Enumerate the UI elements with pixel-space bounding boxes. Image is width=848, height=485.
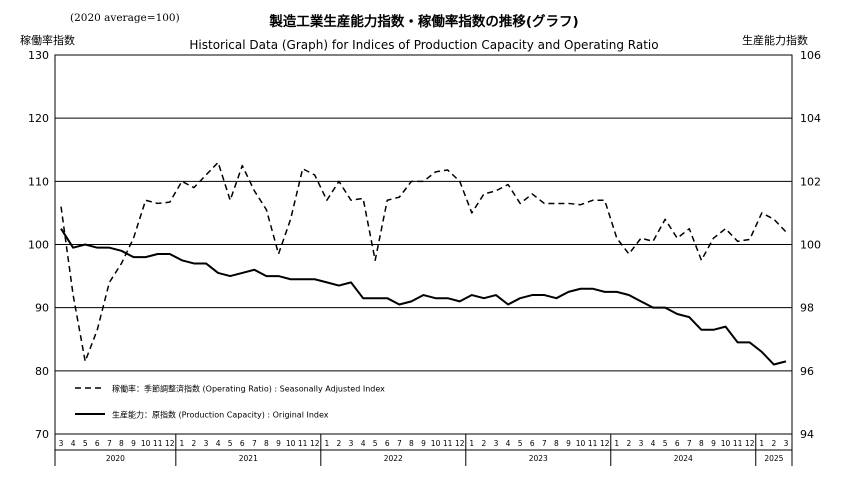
x-tick-label: 2 <box>192 439 197 448</box>
x-tick-label: 7 <box>397 439 402 448</box>
x-tick-label: 9 <box>421 439 426 448</box>
x-year-label: 2021 <box>239 454 258 463</box>
x-tick-label: 9 <box>566 439 571 448</box>
x-tick-label: 1 <box>759 439 764 448</box>
chart-title: 製造工業生産能力指数・稼働率指数の推移(グラフ) <box>268 13 578 30</box>
x-tick-label: 10 <box>286 439 296 448</box>
x-tick-label: 1 <box>179 439 184 448</box>
x-tick-label: 8 <box>119 439 124 448</box>
x-tick-label: 4 <box>71 439 76 448</box>
x-tick-label: 3 <box>59 439 64 448</box>
x-tick-label: 3 <box>639 439 644 448</box>
x-tick-label: 1 <box>469 439 474 448</box>
x-tick-label: 2 <box>482 439 487 448</box>
legend-label: 生産能力：原指数 (Production Capacity) : Origina… <box>112 410 329 420</box>
x-tick-label: 9 <box>711 439 716 448</box>
x-year-label: 2023 <box>529 454 548 463</box>
y-left-tick-label: 80 <box>35 365 49 378</box>
x-tick-label: 11 <box>588 439 598 448</box>
x-tick-label: 3 <box>784 439 789 448</box>
base-note: (2020 average=100) <box>70 12 180 24</box>
x-tick-label: 4 <box>216 439 221 448</box>
x-tick-label: 12 <box>600 439 610 448</box>
y-right-tick-label: 100 <box>800 239 821 252</box>
x-year-label: 2022 <box>384 454 403 463</box>
y-left-tick-label: 130 <box>28 49 49 62</box>
x-tick-label: 12 <box>165 439 175 448</box>
x-year-label: 2020 <box>106 454 125 463</box>
y-left-tick-label: 90 <box>35 302 49 315</box>
y-right-tick-label: 106 <box>800 49 821 62</box>
y-left-tick-label: 120 <box>28 112 49 125</box>
x-tick-label: 5 <box>663 439 668 448</box>
x-tick-label: 11 <box>153 439 163 448</box>
x-tick-label: 12 <box>310 439 320 448</box>
x-tick-label: 11 <box>443 439 453 448</box>
x-tick-label: 8 <box>264 439 269 448</box>
x-tick-label: 12 <box>455 439 465 448</box>
x-tick-label: 10 <box>431 439 441 448</box>
plot-frame <box>54 54 793 435</box>
x-tick-label: 9 <box>276 439 281 448</box>
y-right-axis-title: 生産能力指数 <box>742 33 808 47</box>
x-tick-label: 5 <box>228 439 233 448</box>
y-right-tick-label: 98 <box>800 302 814 315</box>
x-tick-label: 9 <box>131 439 136 448</box>
x-tick-label: 5 <box>373 439 378 448</box>
series-line-operating-ratio <box>60 161 787 363</box>
x-tick-label: 8 <box>409 439 414 448</box>
y-right-tick-label: 104 <box>800 112 821 125</box>
x-tick-label: 6 <box>530 439 535 448</box>
x-tick-label: 12 <box>745 439 755 448</box>
x-year-label: 2025 <box>764 454 783 463</box>
x-tick-label: 10 <box>721 439 731 448</box>
y-left-tick-label: 70 <box>35 428 49 441</box>
x-tick-label: 5 <box>83 439 88 448</box>
x-tick-label: 7 <box>107 439 112 448</box>
y-right-tick-label: 96 <box>800 365 814 378</box>
x-tick-label: 7 <box>252 439 257 448</box>
x-tick-label: 10 <box>576 439 586 448</box>
x-tick-label: 4 <box>651 439 656 448</box>
x-tick-label: 6 <box>240 439 245 448</box>
x-tick-label: 2 <box>337 439 342 448</box>
x-tick-label: 6 <box>675 439 680 448</box>
chart-subtitle: Historical Data (Graph) for Indices of P… <box>189 38 658 52</box>
series-line-production-capacity <box>60 228 787 366</box>
x-tick-label: 2 <box>771 439 776 448</box>
x-tick-label: 5 <box>518 439 523 448</box>
y-right-tick-label: 102 <box>800 175 821 188</box>
x-tick-label: 6 <box>95 439 100 448</box>
x-tick-label: 3 <box>349 439 354 448</box>
x-tick-label: 4 <box>506 439 511 448</box>
x-tick-label: 11 <box>298 439 308 448</box>
x-tick-label: 1 <box>614 439 619 448</box>
x-tick-label: 3 <box>494 439 499 448</box>
legend-label: 稼働率：季節調整済指数 (Operating Ratio) : Seasonal… <box>112 384 385 394</box>
x-tick-label: 6 <box>385 439 390 448</box>
y-left-tick-label: 110 <box>28 175 49 188</box>
x-tick-label: 4 <box>361 439 366 448</box>
x-tick-label: 11 <box>733 439 743 448</box>
x-tick-label: 2 <box>627 439 632 448</box>
x-tick-label: 7 <box>542 439 547 448</box>
x-tick-label: 8 <box>699 439 704 448</box>
x-tick-label: 1 <box>324 439 329 448</box>
x-tick-label: 10 <box>141 439 151 448</box>
y-left-tick-label: 100 <box>28 239 49 252</box>
x-tick-label: 3 <box>204 439 209 448</box>
x-year-label: 2024 <box>674 454 693 463</box>
y-right-tick-label: 94 <box>800 428 814 441</box>
y-left-axis-title: 稼働率指数 <box>20 33 75 47</box>
x-tick-label: 7 <box>687 439 692 448</box>
x-tick-label: 8 <box>554 439 559 448</box>
